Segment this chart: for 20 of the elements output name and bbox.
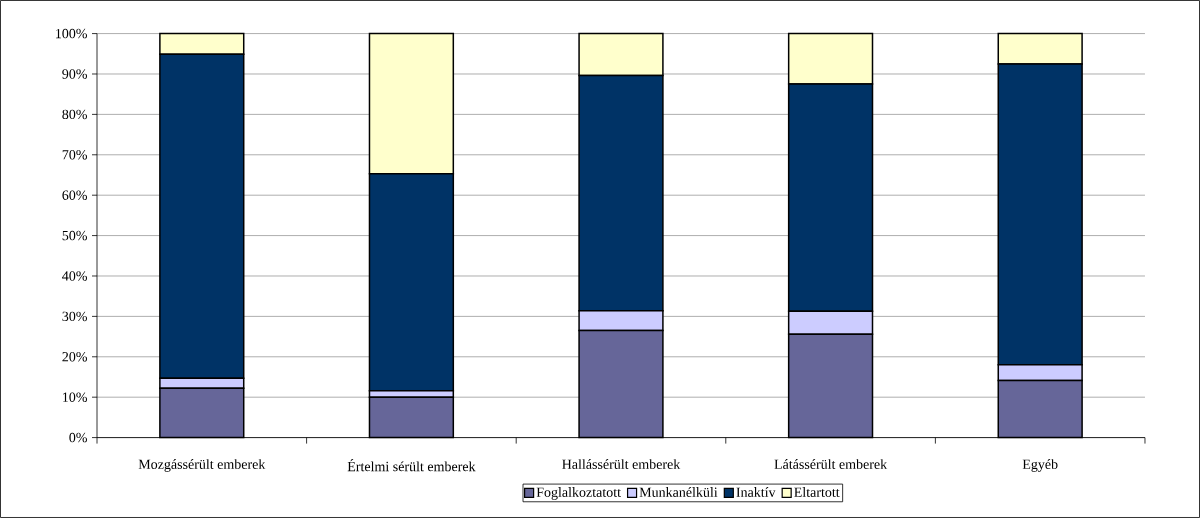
- legend-label: Eltartott: [794, 487, 840, 497]
- y-tick-label: 100%: [56, 28, 87, 39]
- x-tick-label: Egyéb: [1022, 459, 1058, 472]
- y-tick-label: 0%: [69, 432, 87, 443]
- x-tick-label: Látássérült emberek: [774, 459, 888, 469]
- y-tick-label: 70%: [62, 150, 87, 160]
- y-tick-label: 10%: [63, 392, 87, 402]
- y-tick-label: 20%: [62, 352, 87, 362]
- x-tick-label: Értelmi sérült emberek: [347, 459, 476, 472]
- x-tick-label: Mozgássérült emberek: [138, 459, 266, 472]
- y-tick-label: 50%: [62, 230, 87, 241]
- legend-label: Inaktív: [736, 487, 776, 497]
- y-tick-label: 90%: [62, 69, 87, 79]
- y-tick-label: 60%: [62, 190, 87, 200]
- y-tick-label: 80%: [62, 109, 87, 120]
- y-tick-label: 40%: [62, 271, 87, 281]
- x-tick-label: Hallássérült emberek: [562, 459, 681, 469]
- legend-label: Foglalkoztatott: [536, 487, 621, 500]
- legend-label: Munkanélküli: [639, 487, 718, 497]
- y-tick-label: 30%: [62, 311, 87, 322]
